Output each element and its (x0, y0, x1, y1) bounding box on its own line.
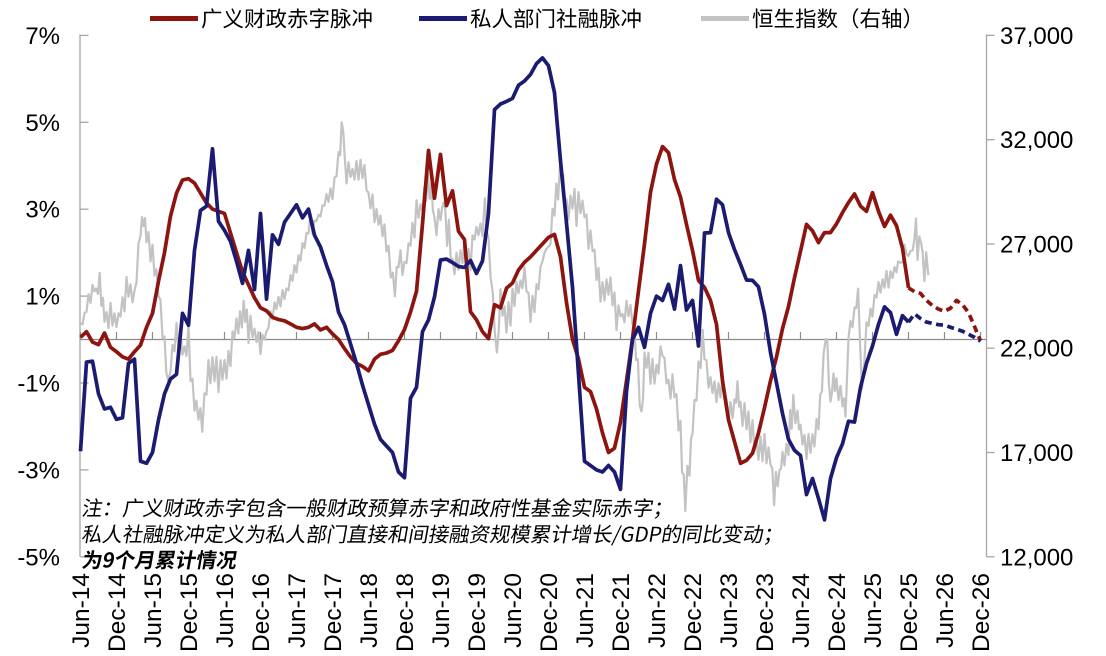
svg-text:Dec-25: Dec-25 (896, 573, 923, 652)
svg-text:Dec-26: Dec-26 (968, 573, 995, 652)
svg-text:27,000: 27,000 (1000, 232, 1073, 259)
svg-text:7%: 7% (25, 23, 60, 50)
svg-text:Dec-21: Dec-21 (608, 573, 635, 652)
svg-text:Jun-16: Jun-16 (212, 573, 239, 648)
svg-text:Jun-18: Jun-18 (356, 573, 383, 648)
svg-text:-1%: -1% (17, 371, 60, 398)
svg-text:Dec-22: Dec-22 (680, 573, 707, 652)
svg-text:Jun-25: Jun-25 (860, 573, 887, 648)
svg-text:Dec-18: Dec-18 (392, 573, 419, 652)
svg-text:Jun-22: Jun-22 (644, 573, 671, 648)
svg-text:1%: 1% (25, 284, 60, 311)
svg-text:Dec-16: Dec-16 (248, 573, 275, 652)
svg-text:5%: 5% (25, 110, 60, 137)
svg-text:37,000: 37,000 (1000, 23, 1073, 50)
svg-text:Dec-15: Dec-15 (176, 573, 203, 652)
svg-text:Dec-24: Dec-24 (824, 573, 851, 652)
svg-text:Jun-15: Jun-15 (140, 573, 167, 648)
svg-text:Jun-17: Jun-17 (284, 573, 311, 648)
svg-text:32,000: 32,000 (1000, 127, 1073, 154)
svg-text:Jun-23: Jun-23 (716, 573, 743, 648)
svg-text:17,000: 17,000 (1000, 440, 1073, 467)
svg-text:-5%: -5% (17, 544, 60, 571)
svg-text:3%: 3% (25, 197, 60, 224)
svg-text:Jun-26: Jun-26 (932, 573, 959, 648)
svg-text:Dec-19: Dec-19 (464, 573, 491, 652)
svg-text:Jun-24: Jun-24 (788, 573, 815, 648)
svg-text:22,000: 22,000 (1000, 336, 1073, 363)
svg-text:Dec-23: Dec-23 (752, 573, 779, 652)
svg-text:Dec-14: Dec-14 (104, 573, 131, 652)
svg-text:Jun-21: Jun-21 (572, 573, 599, 648)
svg-text:Dec-17: Dec-17 (320, 573, 347, 652)
svg-text:Jun-20: Jun-20 (500, 573, 527, 648)
svg-text:-3%: -3% (17, 457, 60, 484)
svg-text:12,000: 12,000 (1000, 544, 1073, 571)
svg-text:Jun-14: Jun-14 (68, 573, 95, 648)
svg-text:Dec-20: Dec-20 (536, 573, 563, 652)
svg-text:Jun-19: Jun-19 (428, 573, 455, 648)
